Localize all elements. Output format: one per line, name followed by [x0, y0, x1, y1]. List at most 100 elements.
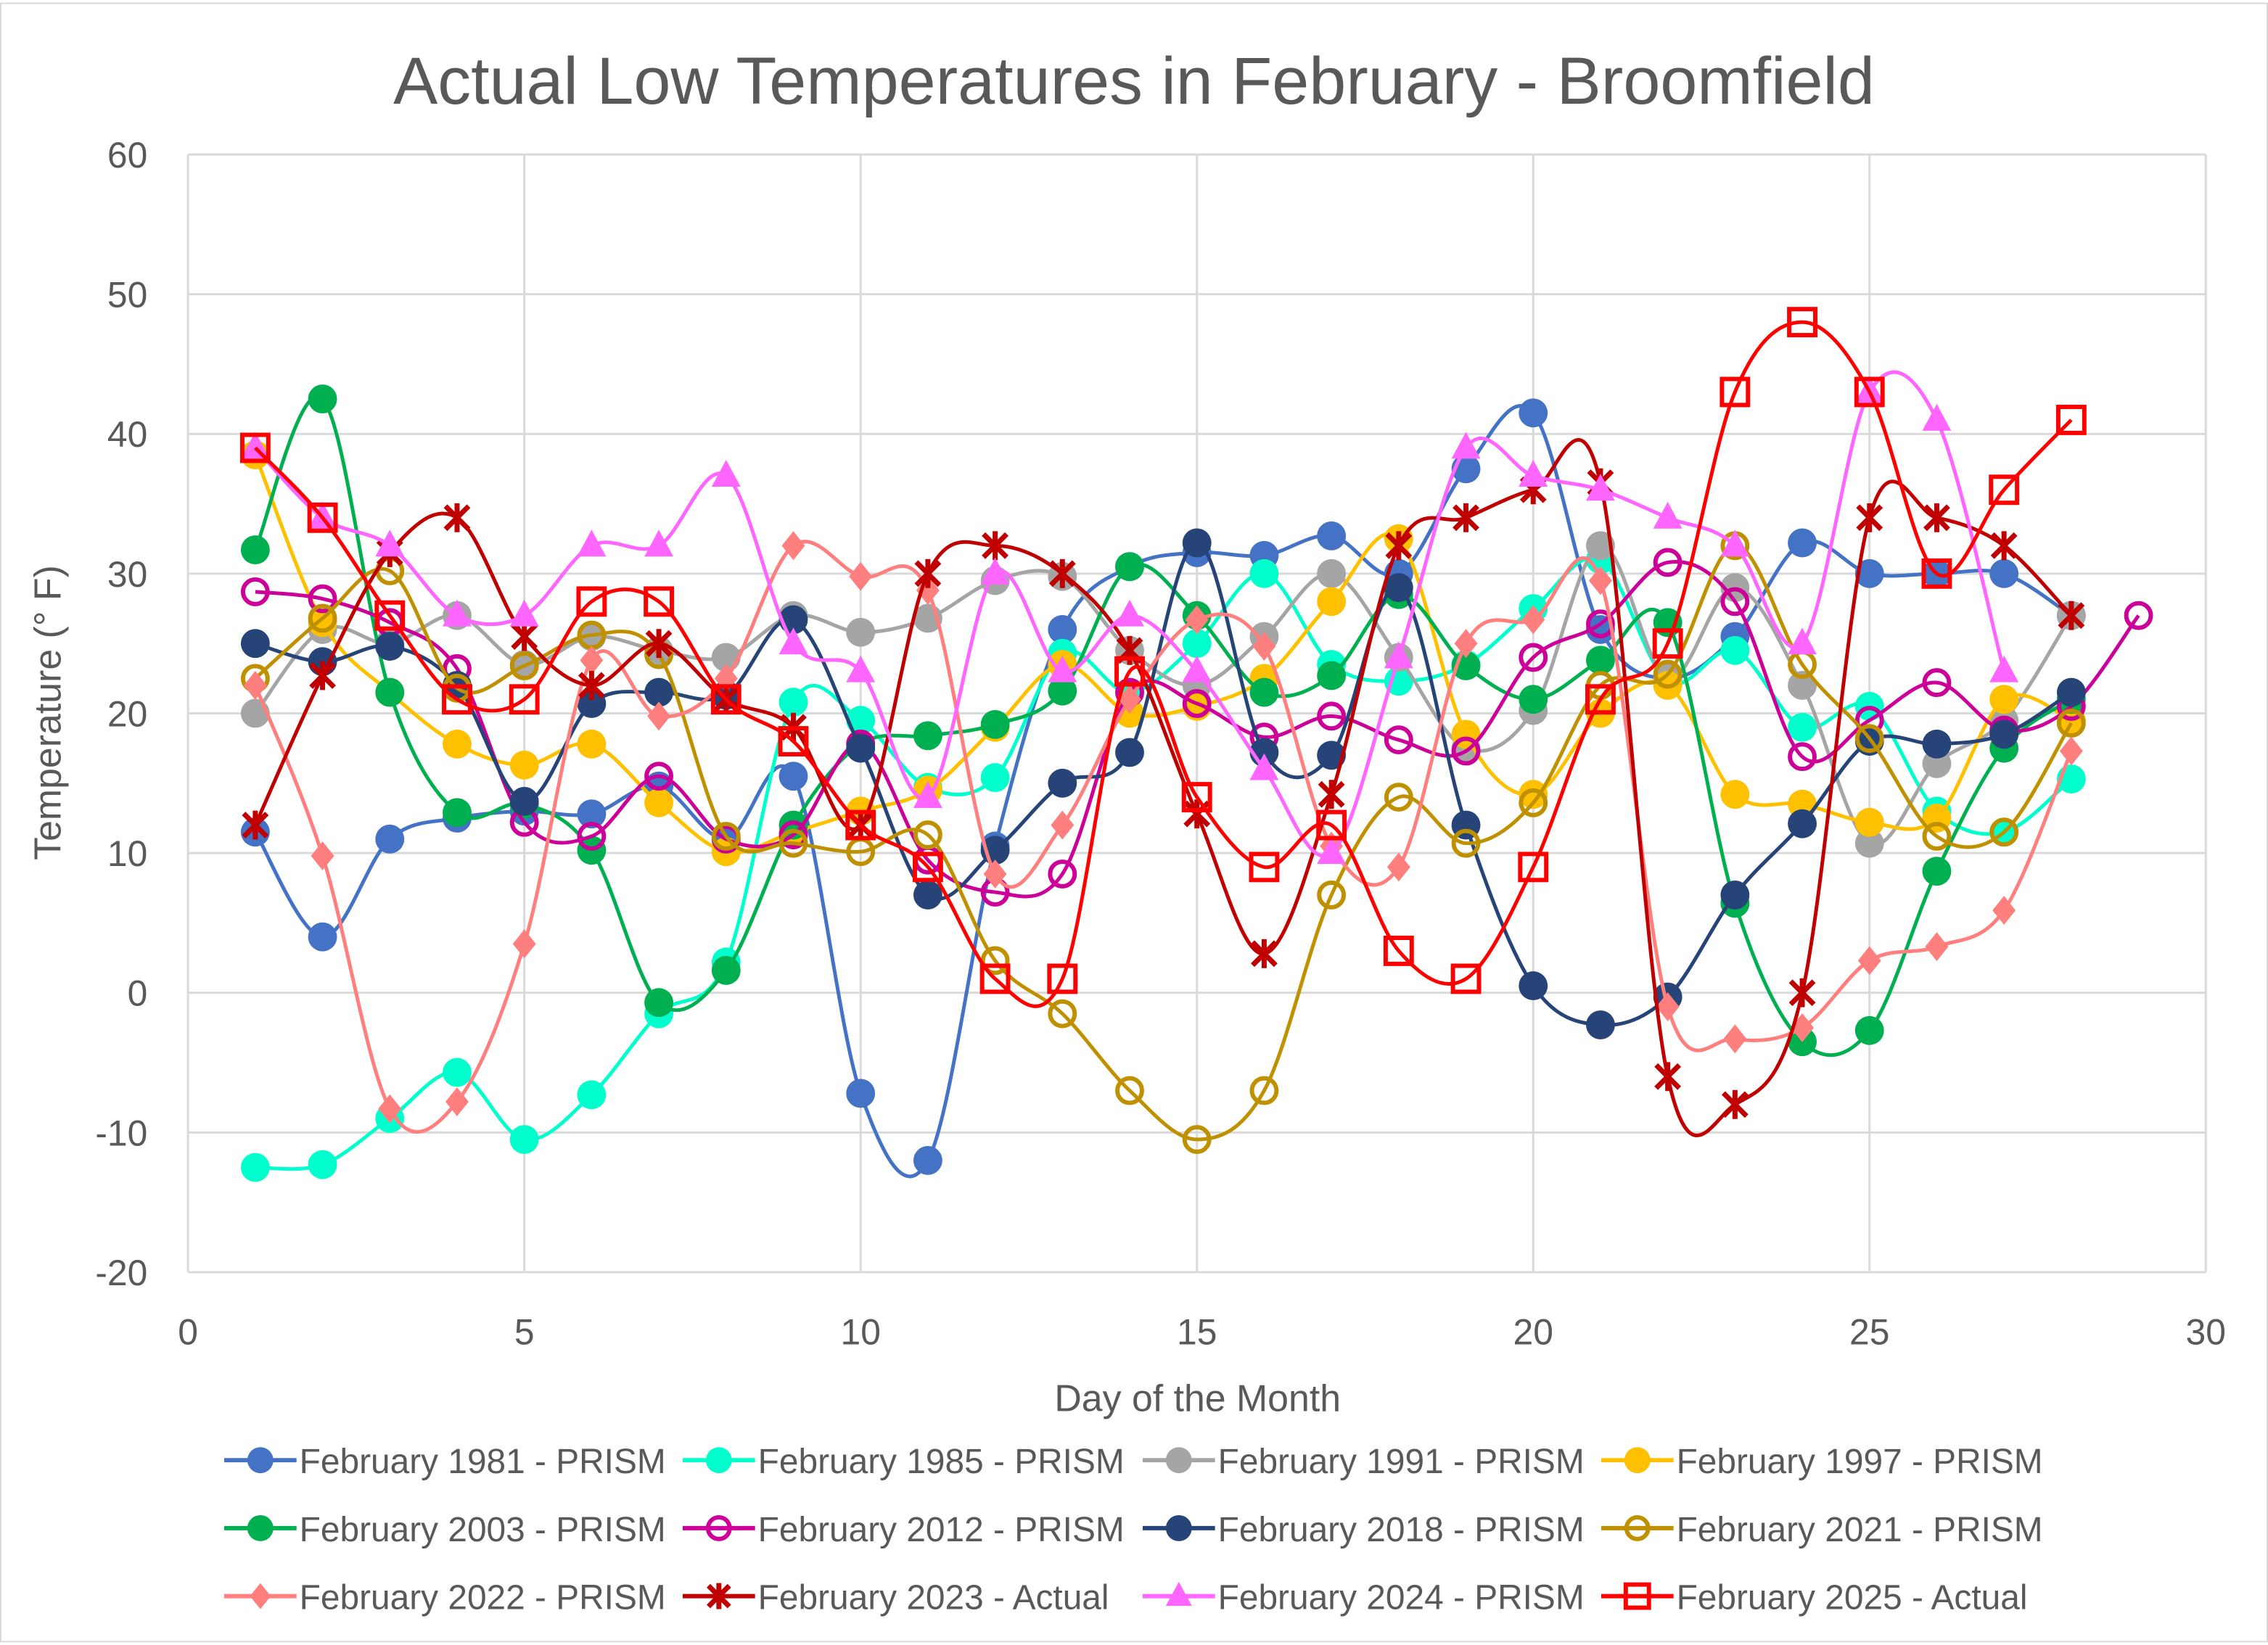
data-point: [443, 503, 471, 532]
data-point: [1854, 376, 1885, 408]
data-point: [509, 1125, 539, 1154]
data-point: [711, 822, 741, 851]
data-point: [375, 529, 405, 557]
data-point: [577, 689, 607, 718]
data-point: [1384, 641, 1413, 669]
x-tick-label: 15: [1177, 1312, 1217, 1353]
data-point: [1519, 971, 1548, 1001]
data-point: [1720, 780, 1750, 809]
data-point: [576, 586, 607, 617]
legend-label: February 1997 - PRISM: [1677, 1443, 2043, 1481]
data-point: [1588, 566, 1612, 595]
data-point: [1317, 741, 1347, 770]
data-point: [1854, 558, 1884, 588]
data-point: [1787, 307, 1817, 338]
data-point: [2059, 736, 2083, 766]
data-point: [711, 460, 741, 487]
legend-label: February 1981 - PRISM: [300, 1443, 666, 1481]
data-point: [982, 531, 1009, 561]
data-point: [375, 632, 405, 661]
data-point: [2056, 677, 2086, 707]
legend-item: February 2021 - PRISM: [1601, 1511, 2043, 1549]
data-point: [913, 1145, 942, 1175]
y-tick-label: -20: [95, 1253, 147, 1293]
data-point: [1317, 701, 1347, 731]
data-point: [509, 684, 540, 715]
data-point: [1318, 780, 1345, 809]
data-point: [445, 1087, 469, 1116]
legend-label: February 2025 - Actual: [1677, 1579, 2028, 1617]
data-point: [240, 535, 270, 565]
x-tick-label: 25: [1849, 1312, 1889, 1353]
data-point: [443, 729, 472, 759]
data-point: [1992, 896, 2016, 925]
data-point: [1519, 643, 1548, 672]
data-point: [375, 677, 405, 707]
data-point: [644, 988, 674, 1018]
y-tick-label: 10: [107, 833, 147, 874]
data-point: [1652, 628, 1683, 659]
data-point: [983, 859, 1007, 889]
legend-marker-icon: [705, 1447, 732, 1474]
data-point: [1384, 573, 1413, 603]
data-point: [778, 726, 809, 756]
legend-label: February 2021 - PRISM: [1677, 1511, 2043, 1549]
data-point: [1047, 963, 1078, 994]
data-point: [778, 820, 808, 850]
data-point: [1788, 528, 1817, 558]
data-point: [1656, 992, 1680, 1021]
data-point: [308, 584, 337, 614]
data-point: [1519, 398, 1548, 428]
data-point: [980, 763, 1010, 793]
data-point: [1653, 501, 1682, 529]
data-point: [443, 599, 472, 627]
data-point: [1453, 503, 1479, 532]
data-point: [913, 880, 942, 910]
data-point: [577, 1080, 607, 1110]
legend-item: February 2024 - PRISM: [1142, 1579, 1585, 1617]
data-point: [580, 646, 604, 675]
legend-item: February 2012 - PRISM: [682, 1511, 1125, 1549]
x-axis-ticks: 0 5 10 15 20 25 30: [178, 1312, 2226, 1353]
data-point: [1115, 599, 1144, 627]
legend-item: February 1997 - PRISM: [1601, 1443, 2043, 1481]
data-point: [1051, 810, 1075, 840]
data-point: [443, 798, 472, 828]
y-axis-label: Temperature (° F): [27, 565, 69, 860]
data-point: [239, 432, 271, 463]
data-point: [1182, 689, 1212, 718]
data-point: [442, 684, 472, 715]
legend-marker-icon: [705, 1514, 732, 1541]
data-point: [1653, 659, 1682, 689]
data-point: [710, 684, 741, 715]
data-point: [980, 709, 1010, 739]
data-point: [1048, 558, 1076, 588]
data-point: [644, 762, 674, 791]
legend-marker-icon: [1165, 1581, 1192, 1607]
y-axis-ticks: -20 -10 0 10 20 30 40 50 60: [95, 135, 147, 1293]
data-point: [1586, 646, 1615, 675]
data-point: [846, 706, 876, 735]
data-point: [1383, 936, 1414, 966]
data-point: [509, 599, 539, 627]
data-point: [1384, 667, 1413, 696]
data-point: [846, 1079, 876, 1108]
data-point: [1317, 558, 1347, 588]
data-point: [240, 432, 270, 459]
data-point: [1788, 627, 1817, 655]
data-point: [308, 922, 337, 952]
data-point: [1720, 376, 1751, 408]
data-point: [242, 810, 269, 840]
data-point: [1720, 529, 1750, 557]
data-point: [1788, 742, 1817, 772]
legend-marker-icon: [1624, 1447, 1651, 1474]
data-point: [1720, 635, 1750, 665]
data-point: [778, 688, 808, 717]
legend-item: February 2025 - Actual: [1601, 1579, 2028, 1617]
data-point: [1788, 650, 1817, 679]
data-point: [778, 828, 808, 858]
x-tick-label: 20: [1513, 1312, 1553, 1353]
data-point: [645, 629, 673, 659]
y-tick-label: -10: [95, 1113, 147, 1153]
